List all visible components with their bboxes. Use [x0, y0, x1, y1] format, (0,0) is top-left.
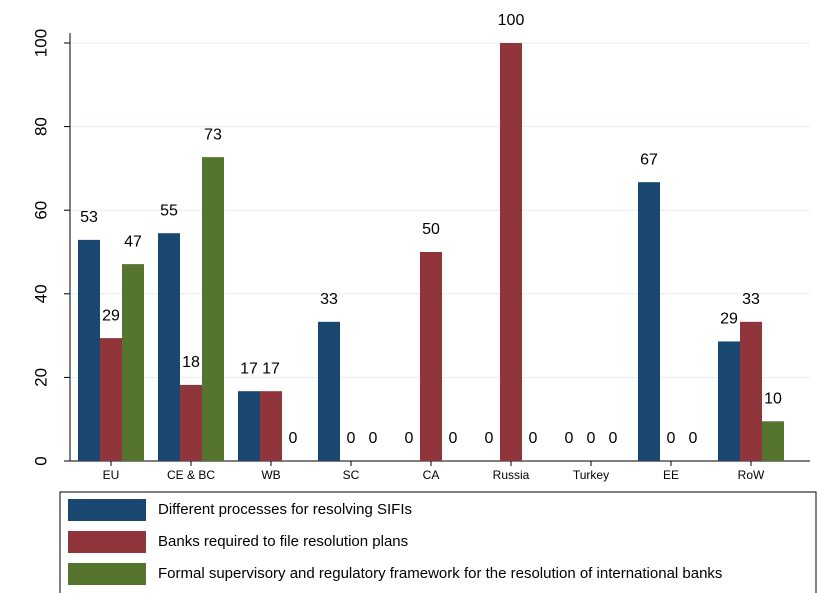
value-label: 17 — [262, 360, 280, 377]
value-label: 50 — [422, 221, 440, 238]
value-label: 67 — [640, 151, 658, 168]
x-tick-label: EU — [103, 468, 120, 482]
legend-swatch — [68, 531, 146, 553]
legend-box — [59, 491, 817, 593]
value-label: 0 — [485, 430, 494, 447]
value-label: 53 — [80, 209, 98, 226]
bar — [122, 264, 144, 461]
y-tick-label: 80 — [31, 117, 50, 136]
value-label: 0 — [565, 430, 574, 447]
value-label: 33 — [320, 291, 338, 308]
value-label: 55 — [160, 202, 178, 219]
value-label: 0 — [289, 430, 298, 447]
x-tick-label: Turkey — [573, 468, 609, 482]
value-label: 0 — [667, 430, 676, 447]
bar — [500, 43, 522, 461]
x-tick-label: SC — [343, 468, 360, 482]
value-label: 100 — [498, 12, 525, 29]
value-label: 0 — [529, 430, 538, 447]
bar — [318, 321, 340, 461]
value-label: 0 — [405, 430, 414, 447]
bar — [100, 338, 122, 461]
y-tick-label: 60 — [31, 201, 50, 220]
value-label: 0 — [609, 430, 618, 447]
bar — [158, 233, 180, 461]
bar — [202, 157, 224, 461]
x-tick-label: EE — [663, 468, 679, 482]
legend-label: Formal supervisory and regulatory framew… — [158, 565, 722, 582]
value-label: 0 — [347, 430, 356, 447]
legend-swatch — [68, 563, 146, 585]
value-label: 47 — [124, 233, 142, 250]
x-tick-label: RoW — [738, 468, 765, 482]
value-label: 33 — [742, 291, 760, 308]
legend-swatch — [68, 499, 146, 521]
bar — [238, 391, 260, 461]
y-tick-label: 20 — [31, 368, 50, 387]
value-label: 0 — [587, 430, 596, 447]
bar — [420, 252, 442, 461]
bar — [180, 384, 202, 461]
bar — [638, 182, 660, 461]
value-label: 18 — [182, 354, 200, 371]
y-tick-label: 100 — [31, 29, 50, 57]
x-tick-label: WB — [261, 468, 280, 482]
y-tick-label: 0 — [31, 456, 50, 465]
value-label: 29 — [102, 307, 120, 324]
x-tick-label: Russia — [493, 468, 530, 482]
bar — [740, 321, 762, 461]
value-label: 73 — [204, 126, 222, 143]
value-label: 0 — [449, 430, 458, 447]
value-label: 29 — [720, 311, 738, 328]
bar — [718, 341, 740, 461]
x-tick-label: CA — [423, 468, 440, 482]
bar — [762, 421, 784, 461]
bar — [78, 239, 100, 461]
bar — [260, 391, 282, 461]
value-label: 10 — [764, 391, 782, 408]
value-label: 0 — [689, 430, 698, 447]
y-tick-label: 40 — [31, 284, 50, 303]
x-tick-label: CE & BC — [167, 468, 215, 482]
legend-label: Different processes for resolving SIFIs — [158, 501, 412, 518]
value-label: 0 — [369, 430, 378, 447]
legend-label: Banks required to file resolution plans — [158, 533, 408, 550]
value-label: 17 — [240, 360, 258, 377]
